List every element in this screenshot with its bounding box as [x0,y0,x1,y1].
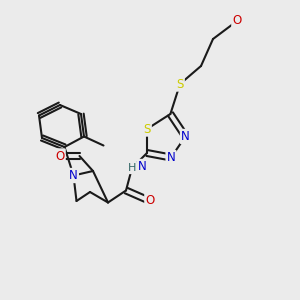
Text: S: S [143,122,151,136]
Text: H: H [128,163,136,173]
Text: S: S [176,77,184,91]
Text: N: N [138,160,147,173]
Text: N: N [69,169,78,182]
Text: N: N [167,151,176,164]
Text: N: N [181,130,190,143]
Text: O: O [232,14,242,28]
Text: O: O [146,194,154,208]
Text: O: O [56,149,64,163]
